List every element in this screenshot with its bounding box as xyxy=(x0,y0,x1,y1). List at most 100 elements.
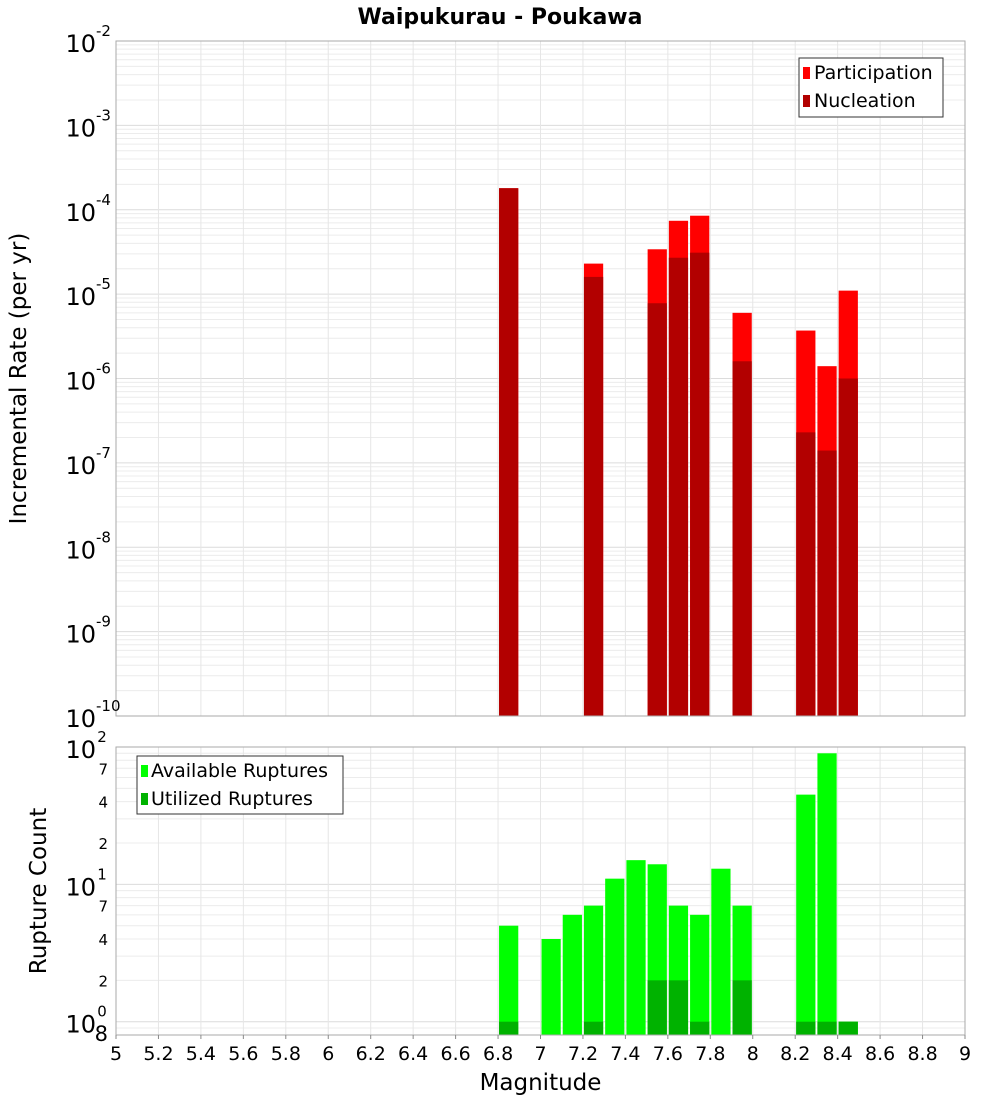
available-ruptures-bar xyxy=(690,914,710,1035)
count-y-tick-label: 10 xyxy=(65,873,96,901)
x-axis-label: Magnitude xyxy=(480,1070,602,1096)
utilized-ruptures-bar xyxy=(647,980,667,1035)
rate-y-tick-exponent: -4 xyxy=(96,191,111,209)
count-legend-swatch xyxy=(141,765,148,777)
x-tick-label: 8.6 xyxy=(865,1043,895,1065)
available-ruptures-bar xyxy=(817,753,837,1035)
nucleation-bar xyxy=(583,276,604,716)
x-tick-label: 5.8 xyxy=(271,1043,301,1065)
count-legend-label: Available Ruptures xyxy=(151,760,328,782)
count-y-tick-label: 4 xyxy=(98,794,108,812)
rate-y-tick-exponent: -7 xyxy=(96,444,111,462)
count-y-tick-label: 8 xyxy=(95,1022,108,1046)
available-ruptures-bar xyxy=(541,939,561,1035)
rate-legend: Participation Nucleation xyxy=(798,57,944,118)
rate-y-tick-exponent: -2 xyxy=(96,22,111,40)
rate-panel: 10-210-310-410-510-610-710-810-910 -10Inc… xyxy=(6,22,966,733)
x-tick-label: 6 xyxy=(322,1043,334,1065)
x-tick-label: 7.2 xyxy=(568,1043,598,1065)
x-tick-label: 6.2 xyxy=(356,1043,386,1065)
count-legend-label: Utilized Ruptures xyxy=(151,788,313,810)
x-tick-label: 6.8 xyxy=(483,1043,513,1065)
count-y-tick-exponent: 0 xyxy=(97,1003,107,1021)
x-tick-label: 7.8 xyxy=(695,1043,725,1065)
rate-legend-swatch xyxy=(803,95,810,107)
utilized-ruptures-bar xyxy=(838,1021,858,1035)
available-ruptures-bar xyxy=(583,905,604,1035)
available-ruptures-bar xyxy=(562,914,582,1035)
rate-y-tick-label: 10 xyxy=(65,199,96,227)
available-ruptures-bar xyxy=(499,925,519,1035)
rate-y-axis-label: Incremental Rate (per yr) xyxy=(6,233,32,525)
x-tick-label: 8.4 xyxy=(823,1043,853,1065)
x-tick-label: 7.4 xyxy=(610,1043,640,1065)
x-tick-label: 5.2 xyxy=(143,1043,173,1065)
x-tick-label: 8.8 xyxy=(907,1043,937,1065)
count-legend-swatch xyxy=(141,793,148,805)
rate-legend-label: Participation xyxy=(814,62,933,84)
rate-legend-swatch xyxy=(803,67,810,79)
available-ruptures-bar xyxy=(605,878,625,1035)
count-y-tick-exponent: 2 xyxy=(97,728,107,746)
nucleation-bar xyxy=(838,378,858,716)
utilized-ruptures-bar xyxy=(817,1021,837,1035)
rate-y-tick-label: 10 xyxy=(65,705,96,733)
count-y-tick-exponent: 1 xyxy=(97,865,107,883)
chart-title: Waipukurau - Poukawa xyxy=(358,5,643,30)
available-ruptures-bar xyxy=(711,868,731,1035)
x-tick-label: 8.2 xyxy=(780,1043,810,1065)
rate-legend-label: Nucleation xyxy=(814,90,916,112)
count-legend: Available Ruptures Utilized Ruptures xyxy=(136,755,344,815)
x-tick-label: 5.4 xyxy=(186,1043,216,1065)
nucleation-bar xyxy=(690,252,710,716)
utilized-ruptures-bar xyxy=(499,1021,519,1035)
rate-y-tick-label: 10 xyxy=(65,621,96,649)
rate-y-tick-exponent: -8 xyxy=(96,528,111,546)
count-y-tick-label: 2 xyxy=(98,972,108,990)
x-tick-label: 5 xyxy=(110,1043,122,1065)
rate-y-tick-label: 10 xyxy=(65,30,96,58)
nucleation-bar xyxy=(817,450,837,716)
rate-y-tick-label: 10 xyxy=(65,536,96,564)
rate-plot-border xyxy=(115,40,966,717)
nucleation-bar xyxy=(499,188,519,717)
x-tick-label: 8 xyxy=(747,1043,759,1065)
nucleation-bar xyxy=(647,303,667,716)
rate-y-tick-label: 10 xyxy=(65,283,96,311)
rate-y-tick-label: 10 xyxy=(65,452,96,480)
x-tick-label: 7.6 xyxy=(653,1043,683,1065)
rate-y-tick-exponent: -6 xyxy=(96,360,111,378)
count-y-tick-label: 4 xyxy=(98,931,108,949)
utilized-ruptures-bar xyxy=(668,980,689,1035)
rate-y-tick-exponent: -10 xyxy=(96,697,121,715)
count-y-tick-label: 7 xyxy=(98,760,108,778)
nucleation-bar xyxy=(796,432,816,716)
rate-legend-box xyxy=(798,57,944,118)
x-tick-label: 7 xyxy=(534,1043,546,1065)
nucleation-bar xyxy=(732,361,752,716)
count-y-axis-label: Rupture Count xyxy=(26,808,52,974)
nucleation-bar xyxy=(668,257,689,716)
utilized-ruptures-bar xyxy=(732,980,752,1035)
available-ruptures-bar xyxy=(626,860,646,1035)
x-tick-label: 6.4 xyxy=(398,1043,428,1065)
utilized-ruptures-bar xyxy=(583,1021,604,1035)
x-tick-label: 6.6 xyxy=(440,1043,470,1065)
rate-y-tick-exponent: -3 xyxy=(96,106,111,124)
count-y-tick-label: 10 xyxy=(65,1011,96,1039)
available-ruptures-bar xyxy=(796,794,816,1035)
utilized-ruptures-bar xyxy=(690,1021,710,1035)
count-y-tick-label: 2 xyxy=(98,835,108,853)
utilized-ruptures-bar xyxy=(796,1021,816,1035)
count-legend-box xyxy=(136,755,344,815)
x-tick-label: 5.6 xyxy=(228,1043,258,1065)
rate-y-tick-label: 10 xyxy=(65,114,96,142)
rate-y-tick-exponent: -5 xyxy=(96,275,111,293)
count-y-tick-label: 7 xyxy=(98,898,108,916)
count-y-tick-label: 10 xyxy=(65,736,96,764)
x-tick-label: 9 xyxy=(959,1043,971,1065)
rate-y-tick-label: 10 xyxy=(65,368,96,396)
